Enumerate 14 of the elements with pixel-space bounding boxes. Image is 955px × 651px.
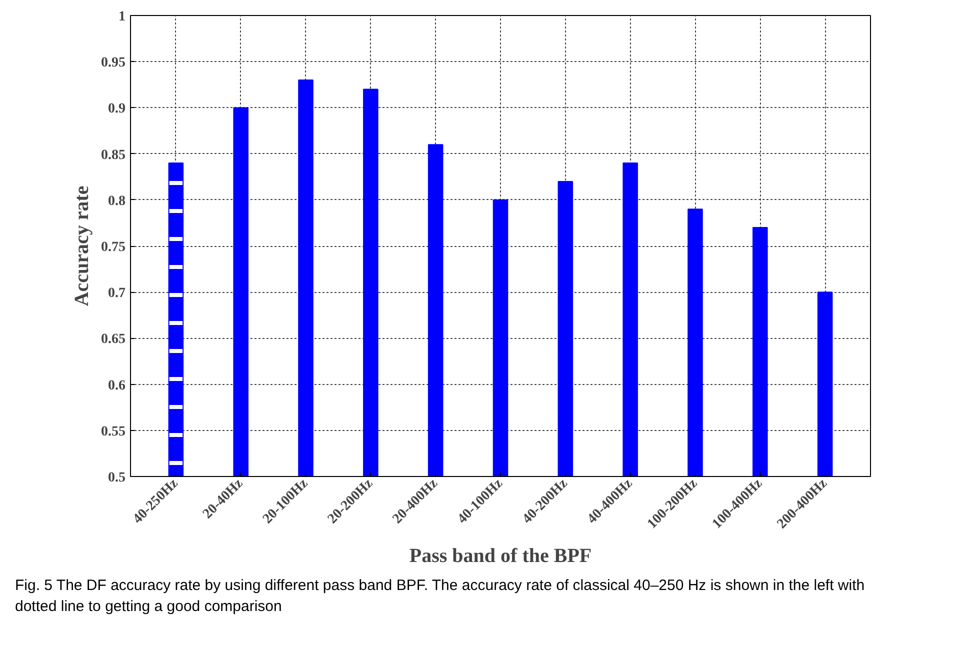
y-tick-label: 0.85 <box>101 148 126 163</box>
y-tick-label: 0.65 <box>101 332 126 348</box>
y-tick-label: 0.95 <box>101 56 126 71</box>
x-axis-title: Pass band of the BPF <box>409 545 592 568</box>
caption: Fig. 5 The DF accuracy rate by using different pass band BPF. The accuracy rate of classical 40–250 Hz is shown in the left with dotted line to getting a good comparison <box>15 576 866 618</box>
y-tick-label: 0.8 <box>108 194 126 209</box>
y-tick-label: 0.75 <box>101 240 126 255</box>
y-tick-label: 0.7 <box>108 286 126 302</box>
y-tick-label: 0.9 <box>108 102 126 117</box>
y-tick-label: 0.55 <box>101 424 126 440</box>
y-tick-label: 1 <box>118 10 126 24</box>
y-tick-label: 0.6 <box>108 378 126 394</box>
y-axis-title: Accuracy rate <box>71 186 93 306</box>
y-tick-label: 0.5 <box>108 470 126 486</box>
